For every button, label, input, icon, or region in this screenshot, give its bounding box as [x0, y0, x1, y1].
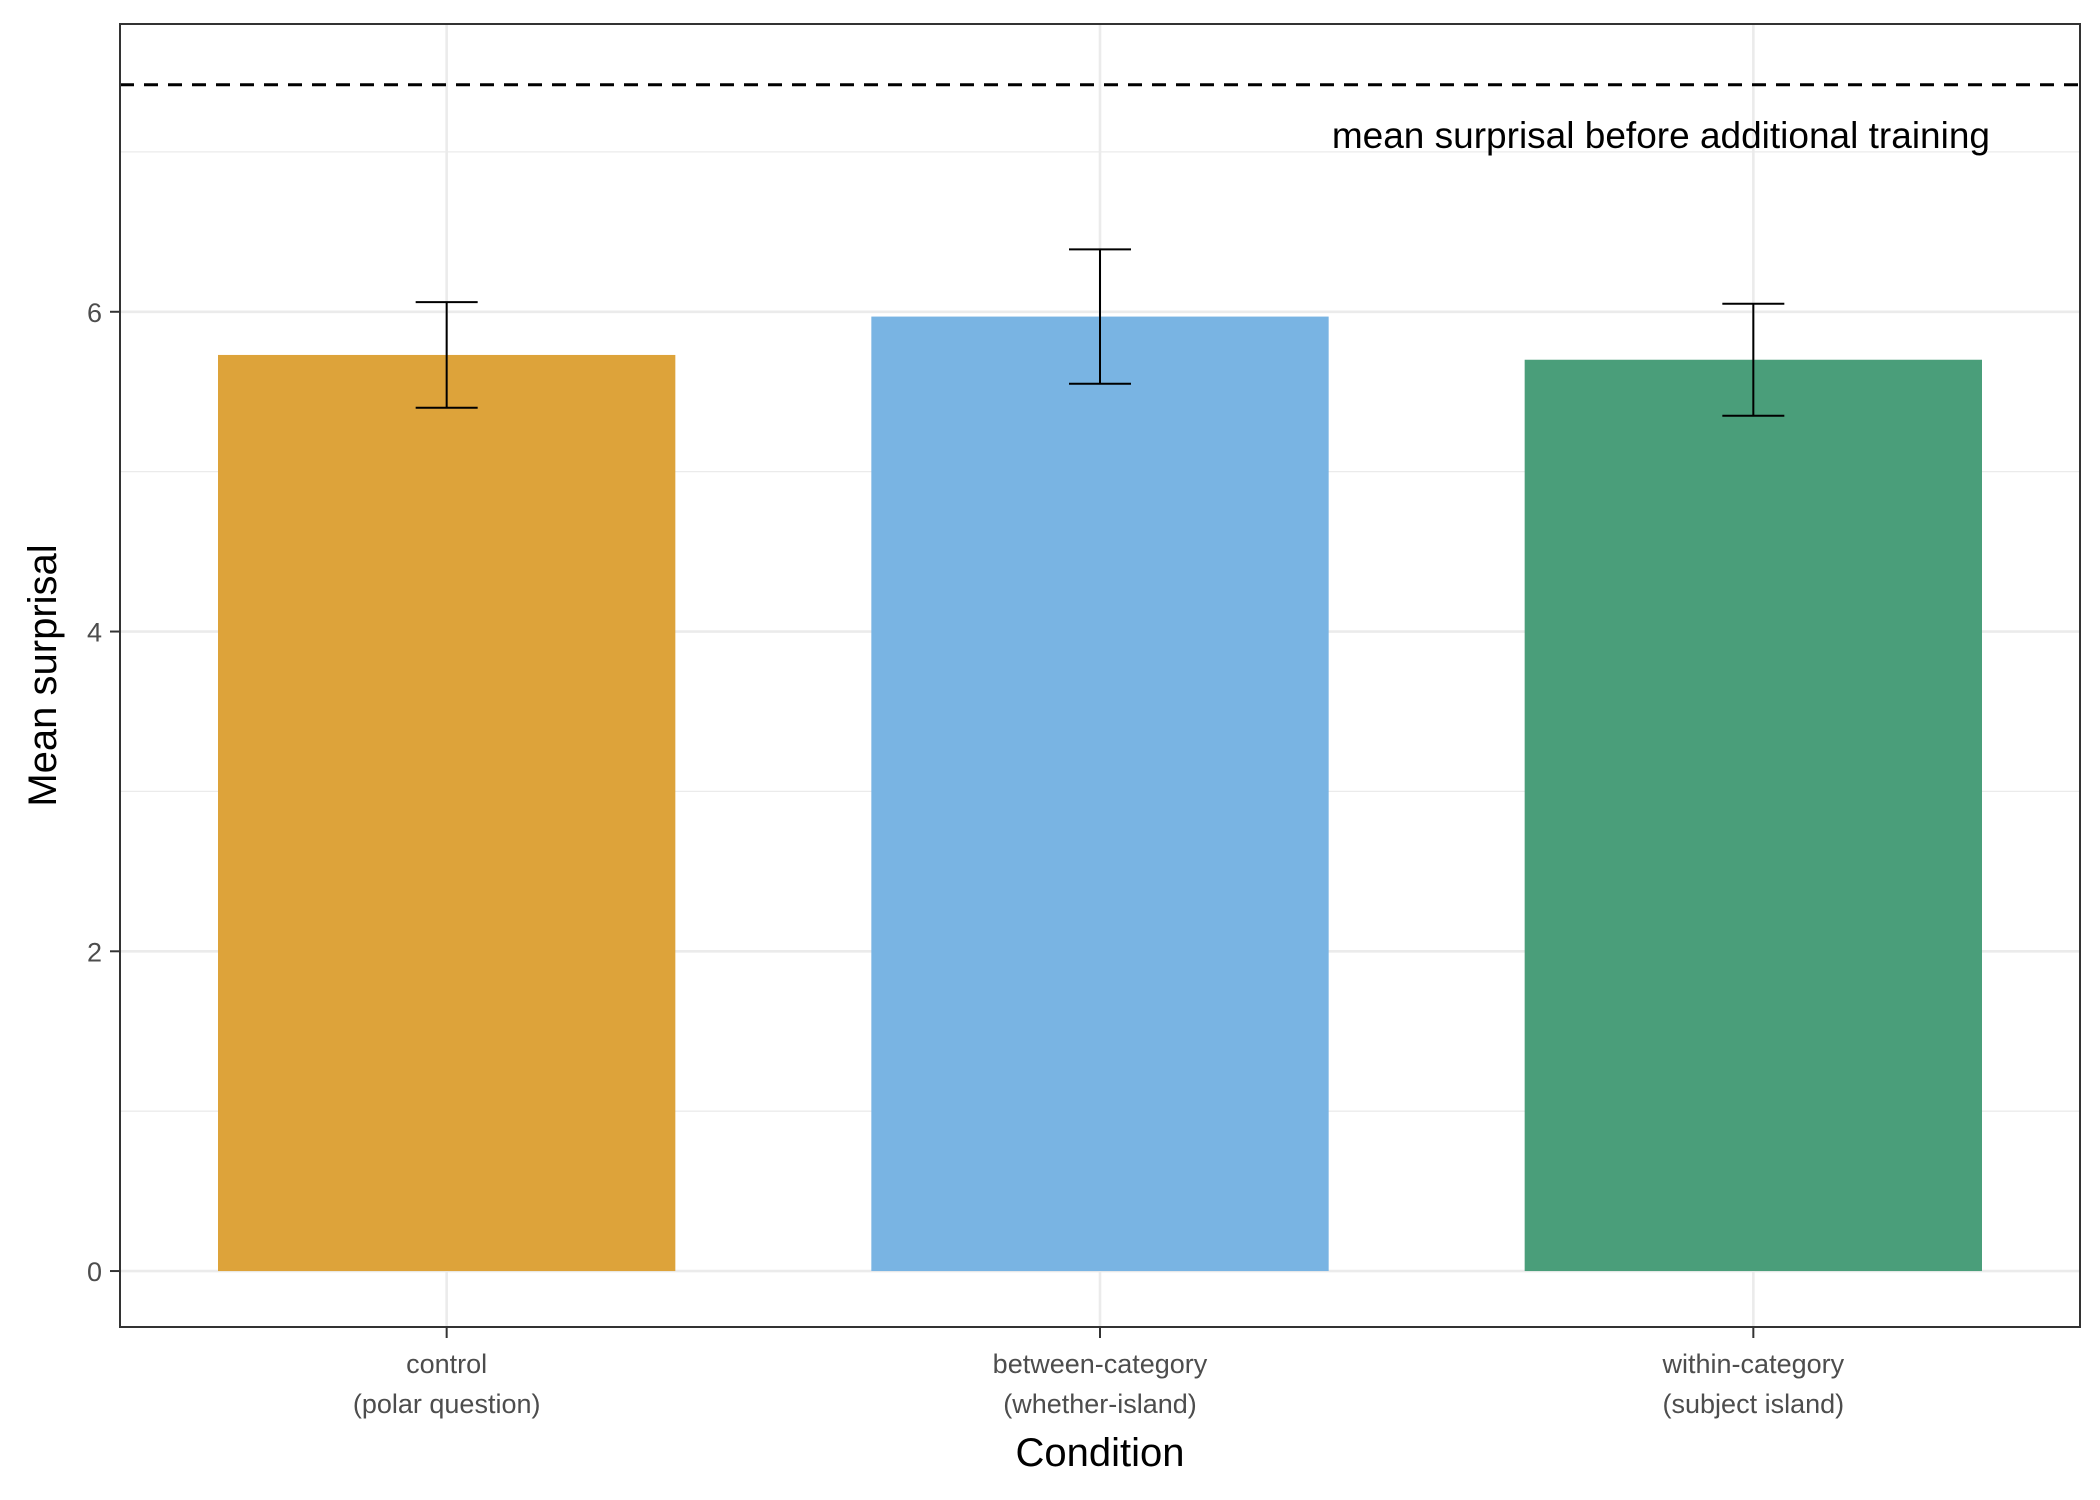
axis-ticks: 0 2 4 6 control (polar question) between-categ…	[87, 298, 1845, 1419]
y-axis-title: Mean surprisal	[21, 544, 65, 806]
x-tick-label: control	[406, 1349, 487, 1379]
error-bars	[415, 248, 1785, 417]
x-axis-title: Condition	[1015, 1431, 1184, 1475]
bar	[1524, 359, 1982, 1272]
x-tick-label: (subject island)	[1663, 1389, 1845, 1419]
reference-line-label: mean surprisal before additional trainin…	[1332, 115, 1990, 156]
bars	[218, 316, 1982, 1272]
y-tick-label: 2	[87, 937, 102, 967]
x-tick-label: (whether-island)	[1003, 1389, 1197, 1419]
y-tick-label: 4	[87, 618, 102, 648]
x-tick-label: within-category	[1662, 1349, 1845, 1379]
bar	[871, 316, 1329, 1272]
y-tick-label: 0	[87, 1257, 102, 1287]
bar	[218, 354, 676, 1272]
y-tick-label: 6	[87, 298, 102, 328]
x-tick-label: (polar question)	[353, 1389, 541, 1419]
x-tick-label: between-category	[993, 1349, 1208, 1379]
